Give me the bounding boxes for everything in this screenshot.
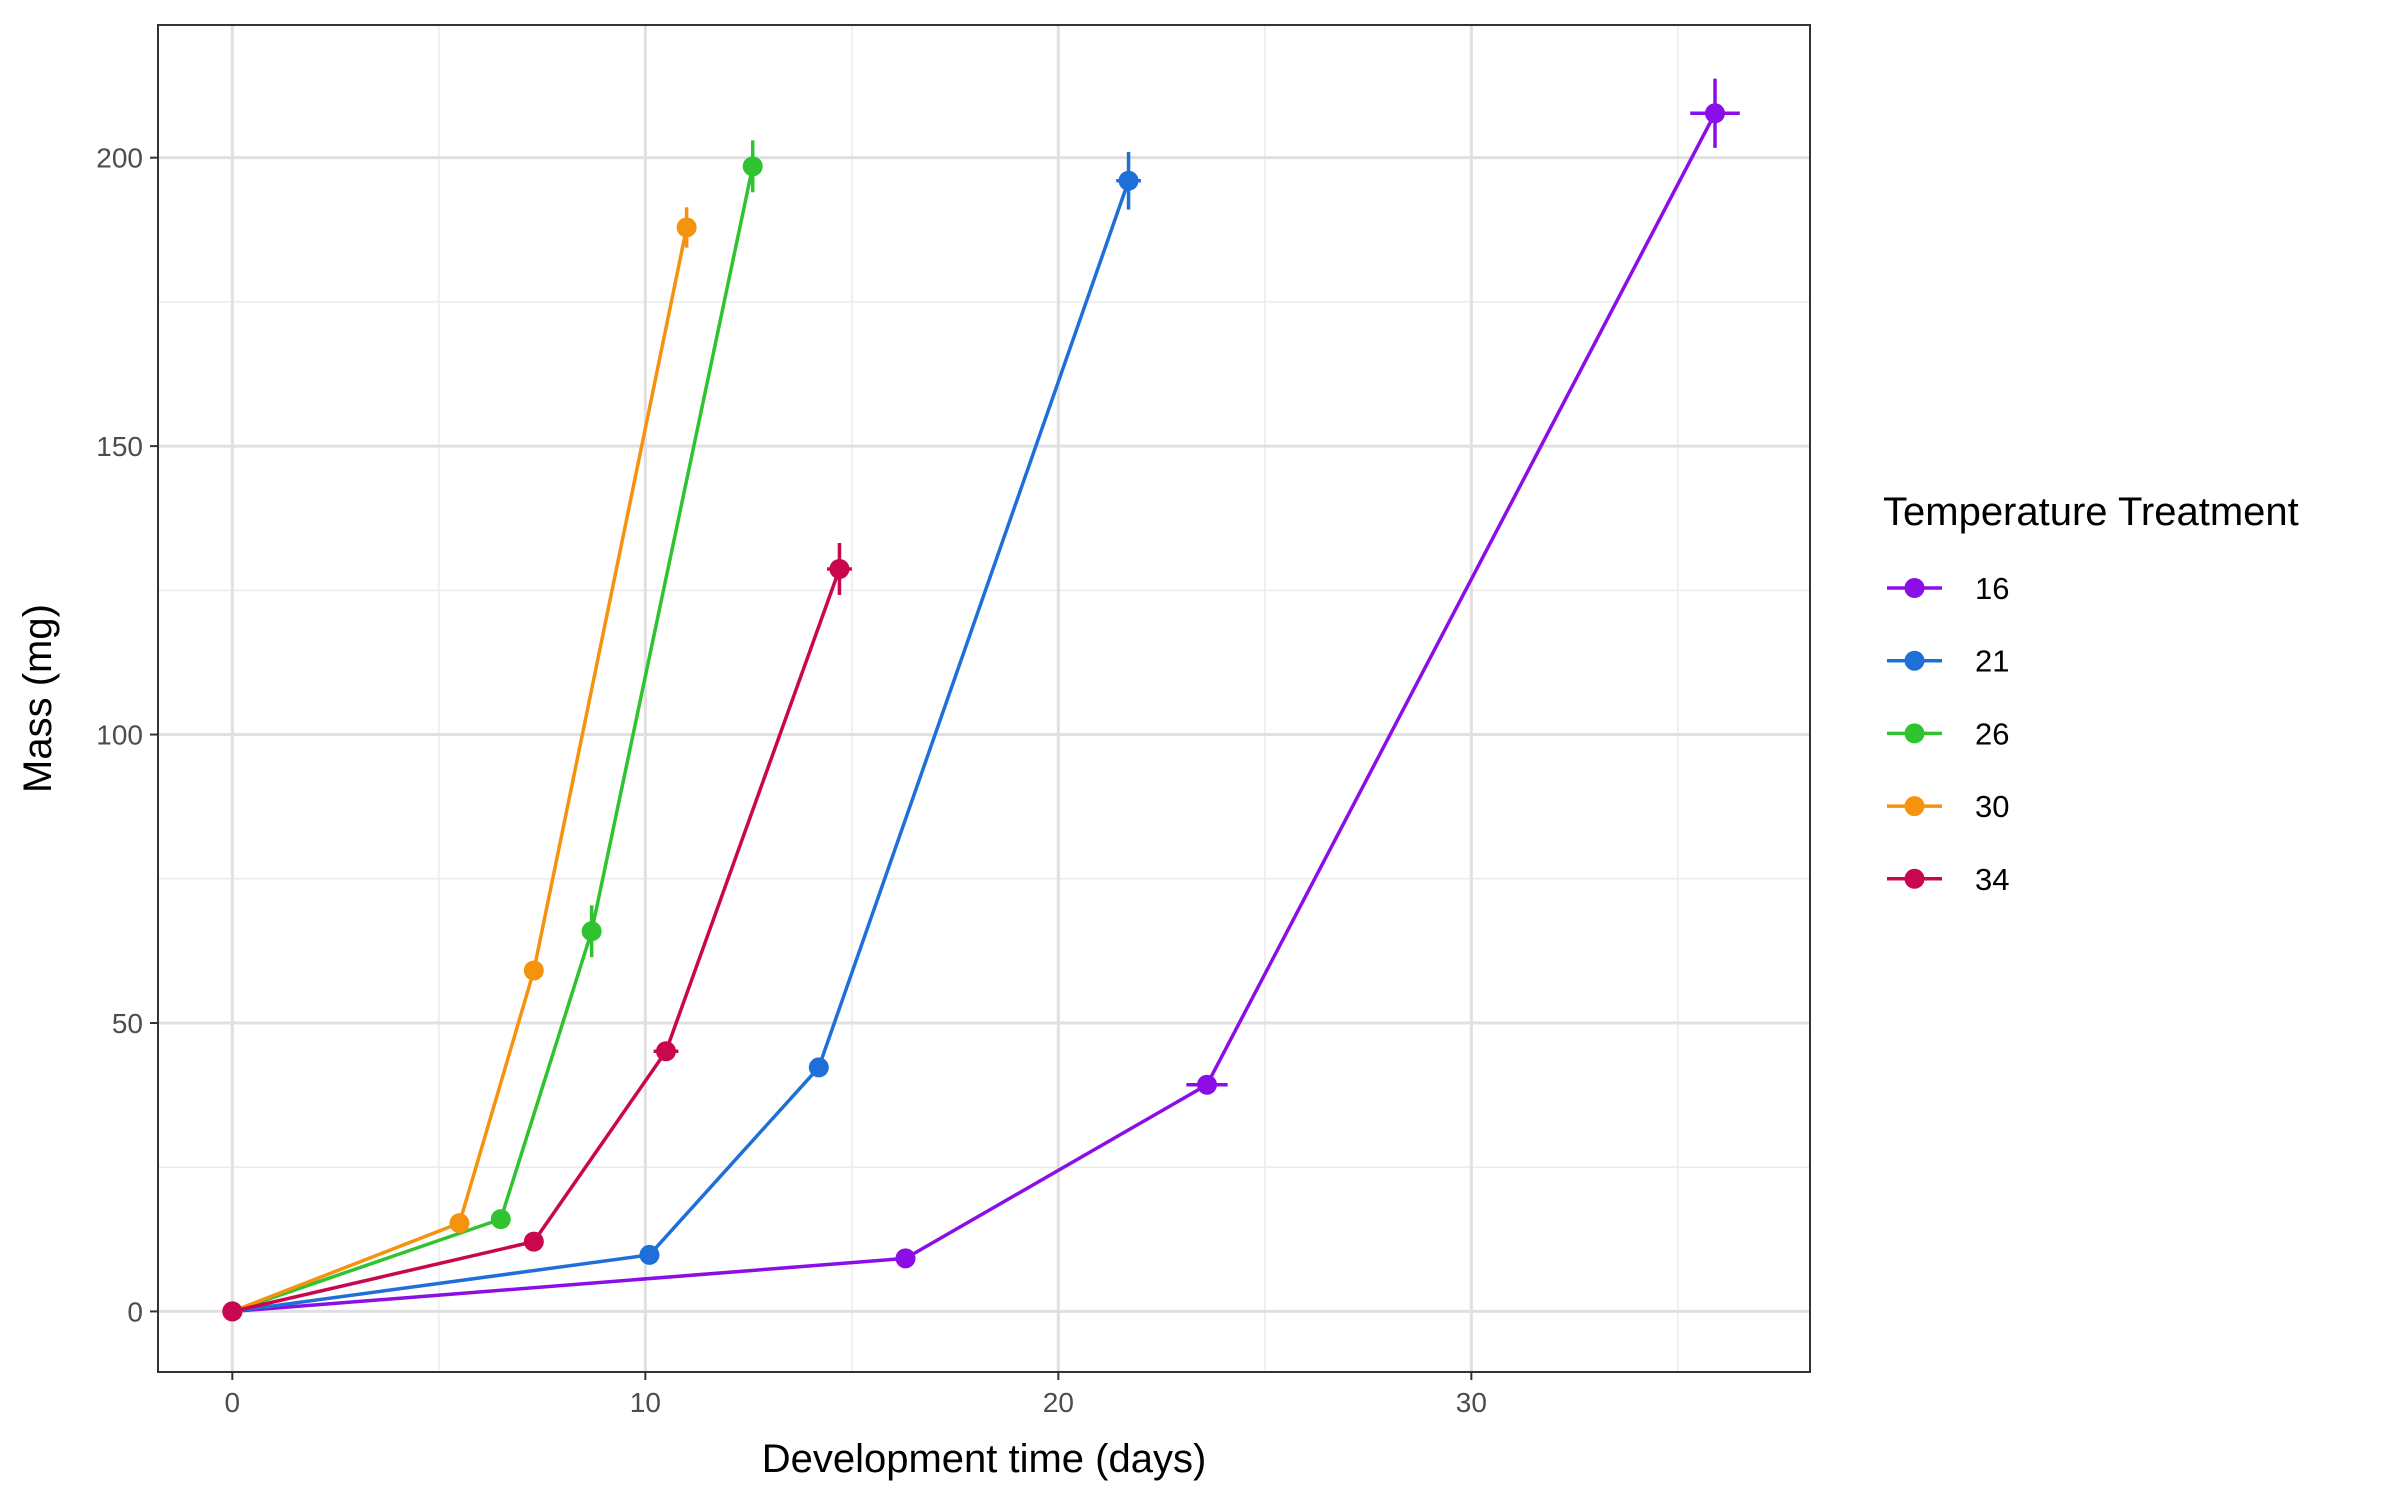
- legend-key-point: [1904, 868, 1925, 889]
- legend-label: 26: [1975, 716, 2009, 751]
- data-point: [1197, 1074, 1218, 1095]
- x-tick-label: 30: [1456, 1387, 1487, 1418]
- legend-key-point: [1904, 578, 1925, 598]
- legend-title: Temperature Treatment: [1883, 490, 2299, 534]
- data-point: [655, 1041, 676, 1062]
- series-26: [222, 140, 763, 1322]
- data-point: [829, 558, 850, 579]
- data-point: [1705, 103, 1726, 124]
- legend-label: 21: [1975, 644, 2009, 679]
- x-tick-label: 20: [1043, 1387, 1074, 1418]
- legend-item-26: 26: [1887, 716, 2009, 751]
- y-tick-label: 150: [96, 431, 143, 462]
- y-tick-label: 200: [96, 143, 143, 174]
- series-line: [231, 227, 689, 1314]
- y-tick-label: 0: [127, 1296, 143, 1327]
- data-point: [808, 1057, 829, 1078]
- data-point: [222, 1301, 243, 1322]
- data-point: [449, 1213, 470, 1234]
- data-point: [523, 1231, 544, 1252]
- legend-key-point: [1904, 796, 1925, 817]
- series-line: [232, 180, 1131, 1314]
- data-point: [639, 1244, 660, 1265]
- series-line: [231, 165, 755, 1314]
- legend: Temperature Treatment 16 21 26 30 34: [1883, 490, 2299, 897]
- series-21: [222, 151, 1141, 1322]
- x-tick-label: 0: [225, 1387, 241, 1418]
- panel-border: [157, 24, 1811, 1373]
- grid: [158, 25, 1810, 1372]
- data-point: [523, 960, 544, 981]
- series-16: [222, 78, 1740, 1322]
- legend-item-16: 16: [1887, 571, 2009, 606]
- data-point: [490, 1209, 511, 1230]
- data-point: [895, 1248, 916, 1269]
- series-34: [222, 543, 852, 1322]
- legend-label: 30: [1975, 789, 2009, 824]
- legend-key-point: [1904, 650, 1925, 671]
- x-tick-label: 10: [630, 1387, 661, 1418]
- legend-item-30: 30: [1887, 789, 2009, 824]
- y-tick-label: 100: [96, 720, 143, 751]
- x-axis-title: Development time (days): [762, 1437, 1207, 1481]
- y-axis-title: Mass (mg): [16, 604, 60, 793]
- data-point: [742, 156, 763, 177]
- y-tick-label: 50: [112, 1008, 143, 1039]
- legend-label: 34: [1975, 862, 2009, 897]
- data-point: [581, 921, 602, 942]
- legend-key-point: [1904, 723, 1925, 744]
- series-line: [231, 568, 842, 1314]
- axes: 0 10 20 30 0 50 100 150 200: [96, 143, 1487, 1418]
- plot-data: [222, 78, 1740, 1322]
- data-point: [676, 217, 697, 238]
- legend-item-34: 34: [1887, 862, 2009, 897]
- legend-item-21: 21: [1887, 644, 2009, 679]
- series-line: [232, 112, 1717, 1314]
- data-point: [1118, 170, 1139, 191]
- legend-label: 16: [1975, 571, 2009, 606]
